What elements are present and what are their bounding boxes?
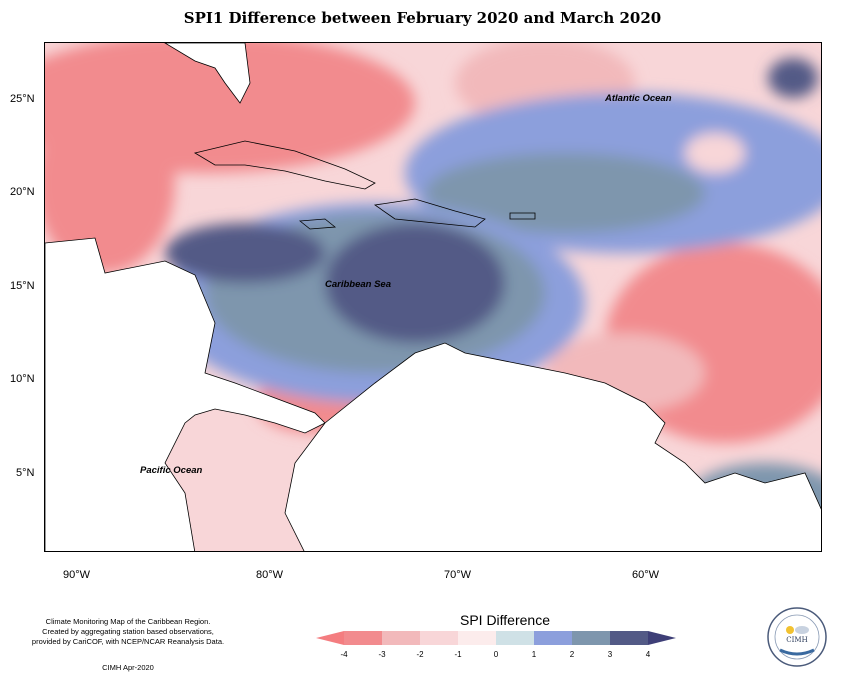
credits-line-3: provided by CariCOF, with NCEP/NCAR Rean… bbox=[31, 637, 225, 646]
lat-tick-5: 5°N bbox=[16, 467, 35, 479]
lat-tick-25: 25°N bbox=[10, 93, 35, 105]
legend-colorbar: -4 -3 -2 -1 0 1 2 3 4 bbox=[316, 631, 676, 659]
hispaniola bbox=[373, 198, 486, 228]
lat-tick-15: 15°N bbox=[10, 280, 35, 292]
florida bbox=[164, 43, 251, 104]
spi-difference-map: Atlantic Ocean Caribbean Sea Pacific Oce… bbox=[44, 42, 822, 552]
pacific-ocean-label: Pacific Ocean bbox=[140, 465, 203, 476]
wave-icon bbox=[779, 648, 815, 656]
lat-tick-10: 10°N bbox=[10, 373, 35, 385]
sun-icon bbox=[786, 626, 794, 634]
lon-tick-90: 90°W bbox=[63, 569, 91, 581]
legend-swatch bbox=[382, 631, 420, 645]
cloud-icon bbox=[795, 626, 809, 634]
cuba bbox=[193, 140, 376, 190]
puerto-rico bbox=[509, 212, 536, 220]
lat-tick-20: 20°N bbox=[10, 186, 35, 198]
legend-tick-label: -4 bbox=[340, 650, 348, 659]
legend-swatch bbox=[344, 631, 382, 645]
land bbox=[45, 43, 821, 551]
central-america bbox=[45, 237, 326, 551]
credits-line-2: Created by aggregating station based obs… bbox=[42, 627, 214, 636]
logo-text: CIMH bbox=[786, 636, 807, 644]
legend-arrow-high bbox=[648, 631, 676, 645]
logo-inner-ring bbox=[774, 614, 820, 660]
wet-zone-caribbean-core bbox=[325, 223, 505, 343]
legend-tick-label: 1 bbox=[532, 650, 537, 659]
legend-swatch bbox=[496, 631, 534, 645]
caribbean-sea-label: Caribbean Sea bbox=[325, 279, 391, 290]
legend-tick-label: -3 bbox=[378, 650, 386, 659]
legend-swatch bbox=[458, 631, 496, 645]
legend-swatch bbox=[610, 631, 648, 645]
lon-tick-70: 70°W bbox=[444, 569, 472, 581]
atlantic-ocean-label: Atlantic Ocean bbox=[605, 93, 672, 104]
dry-zone-atlantic-pocket bbox=[685, 133, 745, 173]
legend-tick-label: -1 bbox=[454, 650, 462, 659]
map-canvas bbox=[45, 43, 821, 551]
legend-ticks: -4 -3 -2 -1 0 1 2 3 4 bbox=[340, 650, 650, 659]
wet-zone-western-caribbean bbox=[165, 223, 325, 283]
credits-block: Climate Monitoring Map of the Caribbean … bbox=[18, 617, 238, 673]
map-title: SPI1 Difference between February 2020 an… bbox=[183, 9, 662, 27]
wet-zone-northeast bbox=[768, 58, 818, 98]
south-america bbox=[284, 342, 821, 551]
legend-tick-label: 4 bbox=[646, 650, 651, 659]
legend-swatch bbox=[420, 631, 458, 645]
legend-swatch bbox=[572, 631, 610, 645]
wet-zone-hispaniola-north bbox=[425, 153, 705, 233]
credits-date: CIMH Apr-2020 bbox=[102, 663, 154, 672]
legend-tick-label: -2 bbox=[416, 650, 424, 659]
legend-tick-label: 0 bbox=[494, 650, 499, 659]
legend-tick-label: 3 bbox=[608, 650, 613, 659]
credits-line-1: Climate Monitoring Map of the Caribbean … bbox=[45, 617, 211, 626]
legend-arrow-low bbox=[316, 631, 344, 645]
legend-tick-label: 2 bbox=[570, 650, 575, 659]
cimh-logo: CIMH bbox=[767, 607, 827, 667]
lon-tick-80: 80°W bbox=[256, 569, 284, 581]
legend-bar bbox=[316, 631, 676, 645]
lon-tick-60: 60°W bbox=[632, 569, 660, 581]
jamaica bbox=[298, 218, 337, 230]
dry-zone-yucatan bbox=[45, 93, 175, 273]
legend-title: SPI Difference bbox=[459, 612, 550, 628]
legend-swatch bbox=[534, 631, 572, 645]
